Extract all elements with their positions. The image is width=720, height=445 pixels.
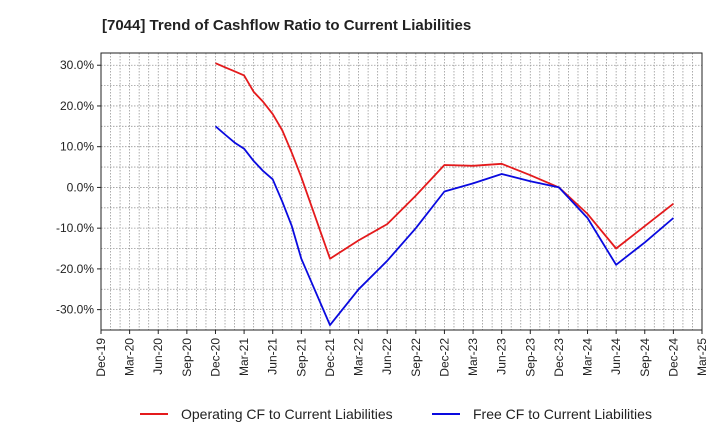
series-lines xyxy=(214,62,674,327)
y-tick-label: -10.0% xyxy=(56,221,94,235)
x-tick-label: Mar-21 xyxy=(237,338,251,376)
grid-lines xyxy=(100,53,703,331)
x-tick-label: Dec-21 xyxy=(323,338,337,377)
x-tick-label: Mar-25 xyxy=(695,338,709,376)
legend-label: Operating CF to Current Liabilities xyxy=(181,406,393,422)
x-tick-label: Sep-23 xyxy=(523,338,537,377)
y-tick-label: 20.0% xyxy=(60,99,94,113)
x-tick-label: Mar-20 xyxy=(123,338,137,376)
x-tick-label: Mar-23 xyxy=(466,338,480,376)
x-tick-label: Dec-22 xyxy=(437,338,451,377)
x-tick-label: Sep-21 xyxy=(294,338,308,377)
y-tick-label: 30.0% xyxy=(60,58,94,72)
y-axis-tick-labels: 30.0% 20.0% 10.0% 0.0% -10.0% -20.0% -30.0% xyxy=(56,58,101,317)
x-tick-label: Dec-23 xyxy=(552,338,566,377)
y-tick-label: -20.0% xyxy=(56,262,94,276)
x-tick-label: Mar-22 xyxy=(352,338,366,376)
y-tick-label: 10.0% xyxy=(60,140,94,154)
legend: Operating CF to Current Liabilities Free … xyxy=(140,406,652,422)
x-tick-label: Jun-21 xyxy=(266,338,280,375)
x-tick-label: Dec-24 xyxy=(666,338,680,377)
x-tick-label: Mar-24 xyxy=(581,338,595,376)
x-tick-label: Dec-19 xyxy=(94,338,108,377)
legend-label: Free CF to Current Liabilities xyxy=(473,406,652,422)
series-line xyxy=(214,125,674,327)
y-tick-label: -30.0% xyxy=(56,303,94,317)
series-line xyxy=(215,62,674,260)
x-tick-label: Jun-22 xyxy=(380,338,394,375)
chart-title: [7044] Trend of Cashflow Ratio to Curren… xyxy=(102,17,471,34)
x-tick-label: Sep-20 xyxy=(180,338,194,377)
x-tick-label: Sep-24 xyxy=(638,338,652,377)
x-axis-tick-labels: Dec-19 Mar-20 Jun-20 Sep-20 Dec-20 Mar-21 Jun-… xyxy=(94,330,709,377)
x-tick-label: Dec-20 xyxy=(208,338,222,377)
x-tick-label: Jun-20 xyxy=(151,338,165,375)
plot-area-frame xyxy=(100,52,703,331)
x-tick-label: Sep-22 xyxy=(409,338,423,377)
y-tick-label: 0.0% xyxy=(67,180,95,194)
x-tick-label: Jun-24 xyxy=(609,338,623,375)
x-tick-label: Jun-23 xyxy=(495,338,509,375)
